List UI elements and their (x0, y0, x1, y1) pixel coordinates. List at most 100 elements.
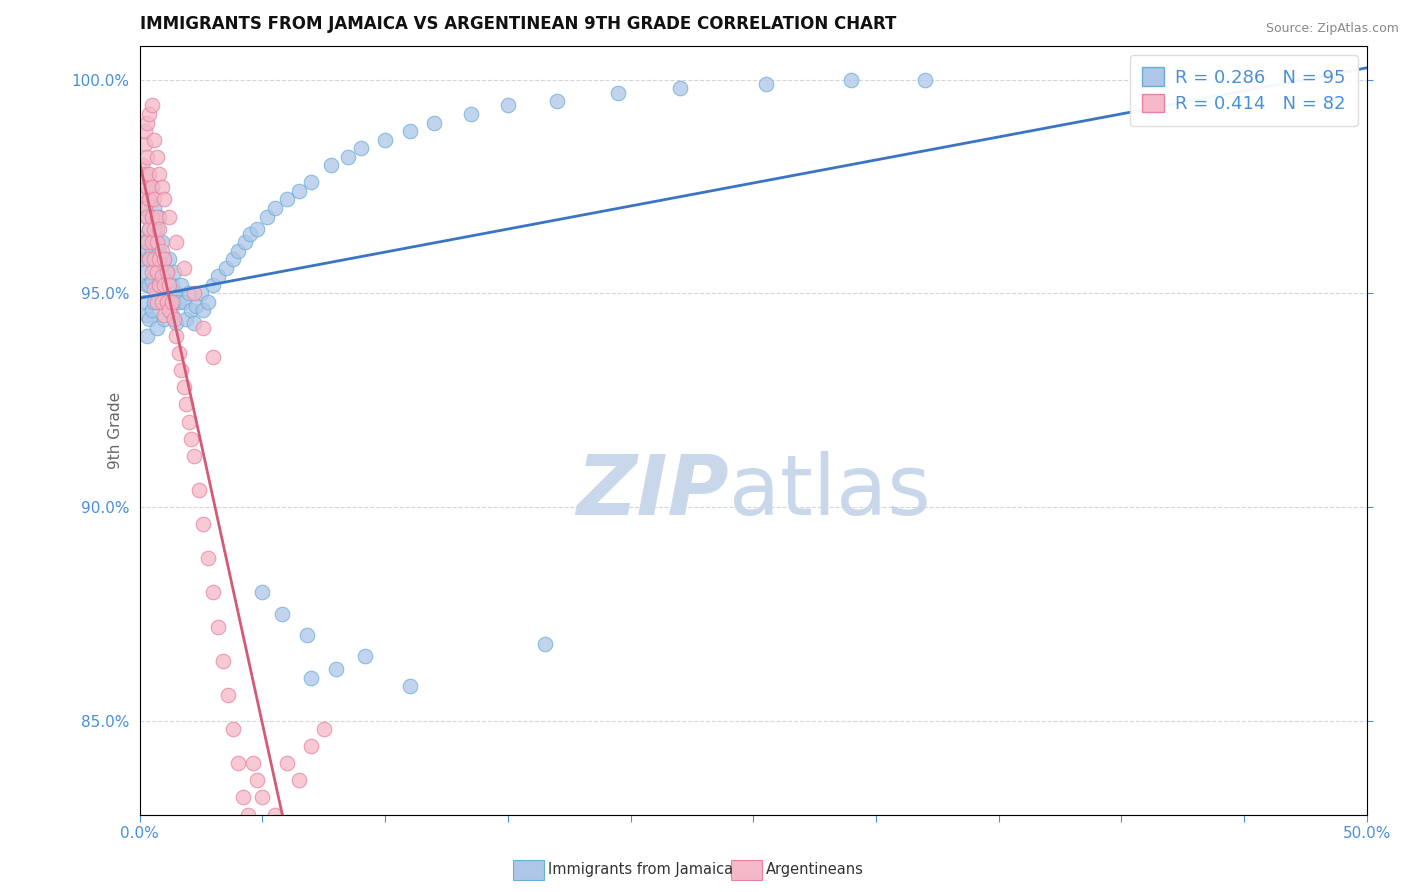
Point (136, 115, 159, 129)
Y-axis label: 9th Grade: 9th Grade (108, 392, 122, 468)
Point (202, 277, 225, 292)
Point (236, 807, 259, 822)
Point (141, 210, 163, 224)
Point (173, 380, 195, 394)
Point (157, 210, 180, 224)
Point (143, 193, 166, 207)
Point (163, 295, 186, 310)
Point (138, 193, 160, 207)
Point (153, 312, 176, 326)
Point (496, 98, 519, 112)
Point (138, 222, 160, 236)
Point (146, 210, 169, 224)
Point (134, 235, 156, 249)
Point (153, 277, 176, 292)
Point (668, 81, 690, 95)
Point (301, 671, 323, 685)
Point (193, 320, 215, 334)
Point (160, 295, 183, 310)
Point (156, 265, 179, 279)
Point (276, 756, 298, 771)
Point (173, 260, 195, 275)
Point (134, 201, 156, 215)
Point (217, 688, 239, 702)
Point (148, 252, 170, 267)
Point (312, 722, 335, 736)
Point (153, 282, 176, 296)
Point (146, 235, 169, 249)
Point (202, 585, 225, 599)
Point (134, 136, 156, 151)
Point (226, 244, 249, 258)
Point (374, 133, 396, 147)
Point (263, 201, 285, 215)
Point (136, 210, 159, 224)
Point (325, 662, 347, 676)
Point (167, 295, 190, 310)
Point (184, 299, 207, 313)
Point (134, 265, 156, 279)
Point (146, 150, 169, 164)
Point (143, 282, 166, 296)
Point (242, 756, 264, 771)
Point (214, 260, 236, 275)
Point (607, 86, 630, 100)
Point (354, 649, 377, 664)
Point (148, 210, 170, 224)
Point (134, 295, 156, 310)
Point (754, 77, 776, 91)
Point (160, 308, 183, 322)
Point (150, 265, 173, 279)
Point (157, 303, 180, 318)
Point (150, 179, 173, 194)
Point (148, 222, 170, 236)
Point (136, 329, 159, 343)
Point (288, 184, 311, 198)
Point (166, 316, 188, 330)
Point (166, 286, 188, 301)
Point (153, 252, 176, 267)
Point (157, 286, 180, 301)
Point (146, 222, 169, 236)
Point (276, 193, 298, 207)
Point (136, 308, 159, 322)
Point (138, 193, 160, 207)
Point (163, 265, 186, 279)
Point (533, 637, 555, 651)
Point (131, 252, 153, 267)
Text: Argentineans: Argentineans (766, 863, 865, 877)
Point (160, 277, 183, 292)
Point (423, 115, 446, 129)
Point (460, 107, 482, 121)
Text: Immigrants from Jamaica: Immigrants from Jamaica (548, 863, 734, 877)
Point (136, 244, 159, 258)
Point (212, 654, 235, 668)
Point (138, 107, 160, 121)
Point (141, 210, 163, 224)
Point (232, 790, 254, 805)
Point (143, 295, 166, 310)
Point (180, 432, 202, 446)
Point (138, 252, 160, 267)
Point (148, 167, 170, 181)
Point (180, 303, 202, 318)
Point (141, 98, 163, 112)
Point (143, 260, 166, 275)
Point (271, 607, 294, 621)
Point (301, 175, 323, 189)
Point (136, 277, 159, 292)
Point (143, 201, 166, 215)
Point (131, 158, 153, 172)
Point (153, 193, 176, 207)
Point (295, 628, 318, 642)
Point (141, 274, 163, 288)
Point (222, 252, 245, 267)
Point (197, 295, 219, 310)
Point (177, 286, 200, 301)
Point (197, 551, 219, 566)
Text: atlas: atlas (728, 451, 931, 533)
Point (146, 320, 169, 334)
Point (207, 269, 229, 284)
Point (136, 179, 159, 194)
Point (166, 329, 188, 343)
